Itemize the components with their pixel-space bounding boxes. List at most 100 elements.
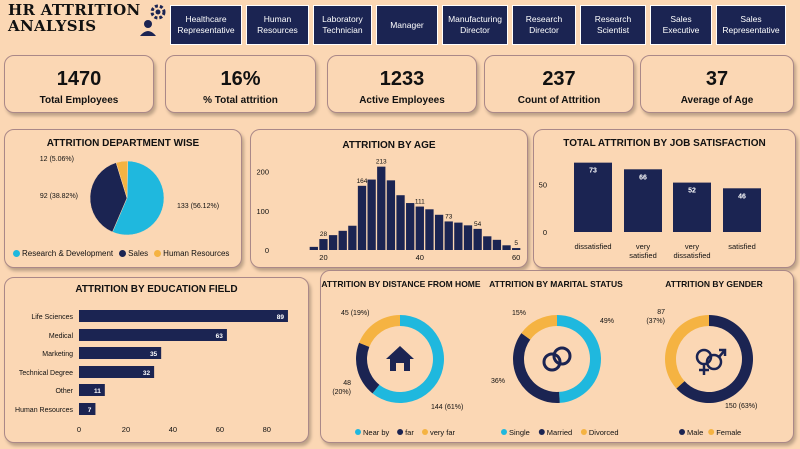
bar-data-label: 46 xyxy=(738,193,746,200)
kpi-value: 37 xyxy=(705,68,729,90)
edu-bar xyxy=(79,310,288,322)
edu-bar xyxy=(79,384,105,396)
segment-label: 15% xyxy=(512,310,526,317)
x-tick-label: 60 xyxy=(216,425,224,434)
donut-segment xyxy=(557,315,602,403)
age-bar xyxy=(454,222,463,250)
bar-data-label: 164 xyxy=(357,178,368,185)
donut-segment xyxy=(359,315,400,347)
dept-legend: Research & Development Sales Human Resourc… xyxy=(13,249,229,258)
edu-bar xyxy=(79,347,162,359)
age-bar xyxy=(309,246,318,250)
legend-item: Sales xyxy=(119,249,148,258)
x-tick-label: 0 xyxy=(77,425,81,434)
panel-department: ATTRITION DEPARTMENT WISE 133 (56.12%) 92… xyxy=(4,129,242,268)
bar-data-label: 111 xyxy=(415,199,425,206)
nav-button-research-scientist[interactable]: Research Scientist xyxy=(580,5,646,45)
legend-dot xyxy=(397,429,404,435)
bar-data-label: 11 xyxy=(94,388,101,395)
bar-data-label: 32 xyxy=(143,370,151,377)
kpi-card: 1233 Active Employees xyxy=(327,55,477,113)
kpi-label: Total Employees xyxy=(39,95,119,106)
bar-data-label: 213 xyxy=(376,159,387,166)
x-tick-label: 20 xyxy=(319,253,327,262)
donut-charts: 144 (61%) 48 (20%) 45 (19%) Near by far very f… xyxy=(332,309,757,437)
age-bar xyxy=(415,206,424,250)
age-bar xyxy=(492,239,502,250)
kpi-value: 16% xyxy=(220,68,261,90)
gear-people-icon xyxy=(140,4,166,36)
bar-data-label: 7 xyxy=(88,407,92,414)
segment-label: 144 (61%) xyxy=(431,404,463,411)
nav-button-manager[interactable]: Manager xyxy=(376,5,438,45)
age-bar-chart: 0 100 200 28 164 213 111 73 54 5 20 40 60 xyxy=(256,159,520,262)
panel-age: ATTRITION BY AGE 0 100 200 28 164 213 111 73 54 5… xyxy=(250,129,528,268)
y-tick-label: 100 xyxy=(256,207,269,216)
nav-button-laboratory-technician[interactable]: Laboratory Technician xyxy=(313,5,372,45)
age-bar xyxy=(377,166,386,250)
nav-button-sales-executive[interactable]: Sales Executive xyxy=(650,5,712,45)
legend-label: far xyxy=(405,428,414,437)
x-category-label: dissatisfied xyxy=(574,242,611,251)
nav-button-sales-representative[interactable]: Sales Representative xyxy=(716,5,786,45)
y-category-label: Medical xyxy=(49,333,74,340)
segment-label: 49% xyxy=(600,318,614,325)
nav-button-research-director[interactable]: Research Director xyxy=(512,5,576,45)
age-bar xyxy=(502,245,511,250)
x-tick-label: 80 xyxy=(263,425,271,434)
house-icon xyxy=(386,346,414,371)
job-chart-title: TOTAL ATTRITION BY JOB SATISFACTION xyxy=(563,138,766,149)
kpi-label: Count of Attrition xyxy=(517,95,601,106)
x-category-label: very xyxy=(685,242,699,251)
kpi-card: 1470 Total Employees xyxy=(4,55,154,113)
age-bar xyxy=(386,180,396,250)
segment-label: (20%) xyxy=(332,389,351,396)
y-category-label: Marketing xyxy=(42,351,73,358)
job-bar xyxy=(574,162,612,232)
y-tick-label: 200 xyxy=(256,168,269,177)
age-bar xyxy=(328,235,338,250)
donut-segment xyxy=(665,315,709,389)
kpi-value: 1233 xyxy=(379,68,425,90)
x-tick-label: 40 xyxy=(416,253,424,262)
age-bar xyxy=(483,236,492,250)
pie-slice xyxy=(89,162,128,233)
y-category-label: Life Sciences xyxy=(31,314,73,321)
kpi-card: 37 Average of Age xyxy=(640,55,794,113)
nav-button-healthcare-representative[interactable]: Healthcare Representative xyxy=(170,5,242,45)
bar-data-label: 35 xyxy=(150,351,158,358)
bar-data-label: 63 xyxy=(216,333,224,340)
legend-label: Male xyxy=(687,428,703,437)
x-category-label: satisfied xyxy=(728,242,756,251)
job-bar xyxy=(624,169,662,232)
marital-chart-title: ATTRITION BY MARITAL STATUS xyxy=(489,279,623,289)
dept-chart-title: ATTRITION DEPARTMENT WISE xyxy=(46,138,200,149)
rings-icon xyxy=(542,346,572,372)
title-line-2: ANALYSIS xyxy=(8,17,97,35)
bar-data-label: 73 xyxy=(445,213,453,220)
segment-label: 45 (19%) xyxy=(341,310,369,317)
bar-data-label: 66 xyxy=(639,174,647,181)
age-bar xyxy=(425,209,434,250)
kpi-label: Average of Age xyxy=(680,95,754,106)
legend-label: very far xyxy=(430,428,456,437)
dept-pie-chart: 133 (56.12%) 92 (38.82%) 12 (5.06%) xyxy=(40,156,219,236)
edu-chart-title: ATTRITION BY EDUCATION FIELD xyxy=(75,284,238,295)
panel-donuts: ATTRITION BY DISTANCE FROM HOME ATTRITIO… xyxy=(320,270,794,443)
title-line-1: HR ATTRITION xyxy=(8,1,141,19)
segment-label: 48 xyxy=(343,380,351,387)
donut-segment xyxy=(521,315,557,340)
x-category-label: very xyxy=(636,242,650,251)
age-bar xyxy=(473,228,482,250)
nav-button-manufacturing-director[interactable]: Manufacturing Director xyxy=(442,5,508,45)
bar-data-label: 28 xyxy=(320,231,328,238)
bar-data-label: 5 xyxy=(514,240,518,247)
slice-label: 133 (56.12%) xyxy=(177,203,219,210)
y-category-label: Technical Degree xyxy=(19,370,73,377)
nav-button-human-resources[interactable]: Human Resources xyxy=(246,5,309,45)
panel-education: ATTRITION BY EDUCATION FIELD Life Scienc… xyxy=(4,277,309,443)
x-category-label: dissatisfied xyxy=(673,251,710,260)
kpi-value: 237 xyxy=(542,68,576,90)
legend-label: Near by xyxy=(363,428,390,437)
legend-label: Single xyxy=(509,428,530,437)
